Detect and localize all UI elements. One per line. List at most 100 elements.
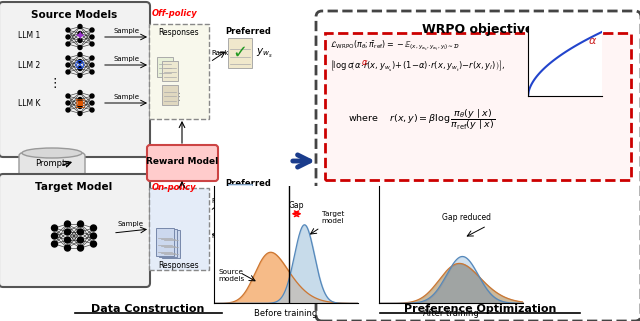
Circle shape (78, 46, 82, 49)
FancyBboxPatch shape (147, 145, 218, 181)
FancyBboxPatch shape (228, 184, 252, 214)
Text: Prompts: Prompts (35, 160, 69, 169)
Text: $\alpha$: $\alpha$ (361, 58, 369, 67)
Circle shape (90, 70, 94, 74)
Text: where $\quad r(x,y) = \beta\log\dfrac{\pi_\theta(y\mid x)}{\pi_\mathrm{ref}(y\mi: where $\quad r(x,y) = \beta\log\dfrac{\p… (348, 107, 495, 132)
Text: LLM K: LLM K (18, 99, 40, 108)
Text: ⊗: ⊗ (74, 58, 86, 72)
Circle shape (90, 108, 94, 112)
Text: Preferred: Preferred (225, 27, 271, 36)
Text: Preference Optimization: Preference Optimization (404, 304, 556, 314)
Circle shape (66, 28, 70, 32)
Circle shape (78, 24, 82, 29)
Circle shape (78, 105, 82, 108)
Text: ✗: ✗ (232, 239, 248, 257)
Circle shape (65, 245, 70, 251)
FancyBboxPatch shape (325, 33, 631, 180)
X-axis label: After training: After training (423, 309, 479, 318)
Text: ✓: ✓ (232, 44, 248, 62)
Circle shape (90, 63, 94, 67)
Text: $\mathcal{L}_\mathrm{WRPO}(\pi_\theta;\bar{\pi}_\mathrm{ref})=-\mathbb{E}_{(x,y_: $\mathcal{L}_\mathrm{WRPO}(\pi_\theta;\b… (330, 39, 460, 53)
FancyBboxPatch shape (156, 228, 174, 256)
Text: Sample: Sample (113, 56, 139, 62)
FancyBboxPatch shape (162, 61, 178, 81)
Circle shape (90, 233, 97, 239)
Circle shape (90, 241, 97, 247)
Text: Preferred: Preferred (225, 179, 271, 188)
Circle shape (77, 237, 83, 243)
Text: LLM 1: LLM 1 (18, 31, 40, 40)
Circle shape (78, 31, 82, 36)
Text: Rank: Rank (211, 50, 228, 56)
Circle shape (66, 108, 70, 112)
Text: $y_{w_s}$: $y_{w_s}$ (256, 47, 273, 59)
Text: ⋮: ⋮ (174, 92, 184, 102)
X-axis label: Before training: Before training (254, 309, 317, 318)
Text: ✦: ✦ (75, 30, 85, 44)
Text: Sample: Sample (113, 28, 139, 34)
Circle shape (78, 39, 82, 42)
Circle shape (66, 70, 70, 74)
Circle shape (77, 245, 83, 251)
Circle shape (90, 225, 97, 231)
Text: On-policy: On-policy (152, 184, 196, 193)
Circle shape (66, 42, 70, 46)
Text: Reward Model: Reward Model (146, 158, 218, 167)
Text: $\alpha$: $\alpha$ (588, 36, 597, 46)
Circle shape (78, 53, 82, 56)
FancyBboxPatch shape (228, 233, 252, 263)
Circle shape (90, 56, 94, 60)
Circle shape (66, 56, 70, 60)
Circle shape (51, 225, 58, 231)
FancyBboxPatch shape (316, 11, 640, 321)
FancyBboxPatch shape (149, 188, 209, 270)
Circle shape (90, 35, 94, 39)
Text: Responses: Responses (159, 28, 199, 37)
Circle shape (78, 66, 82, 71)
Text: ✓: ✓ (232, 190, 248, 208)
Text: $\left[\log\sigma\!\left(\alpha\!\cdot\! r(x,y_{w_s})\!+\!(1\!-\!\alpha)\!\cdot\: $\left[\log\sigma\!\left(\alpha\!\cdot\!… (330, 58, 505, 73)
Text: Rank: Rank (211, 233, 228, 239)
Text: Responses: Responses (159, 261, 199, 270)
Circle shape (78, 111, 82, 116)
FancyBboxPatch shape (19, 153, 85, 177)
Text: Gap: Gap (289, 201, 304, 210)
FancyBboxPatch shape (149, 24, 209, 119)
Text: ⋮: ⋮ (49, 77, 61, 91)
Text: Source Models: Source Models (31, 10, 117, 20)
Circle shape (66, 94, 70, 98)
Text: WRPO objective: WRPO objective (422, 23, 534, 36)
Text: Source
models: Source models (218, 269, 244, 282)
Circle shape (65, 237, 70, 243)
Circle shape (65, 229, 70, 235)
Circle shape (77, 221, 83, 227)
Text: Sample: Sample (118, 221, 144, 227)
Text: Target Model: Target Model (35, 182, 113, 192)
Circle shape (66, 35, 70, 39)
Text: Target
model: Target model (322, 211, 344, 224)
Circle shape (51, 241, 58, 247)
Circle shape (77, 229, 83, 235)
Circle shape (90, 101, 94, 105)
Circle shape (51, 233, 58, 239)
Circle shape (78, 91, 82, 94)
Circle shape (65, 221, 70, 227)
Text: Dispreferred: Dispreferred (218, 227, 278, 236)
Circle shape (66, 63, 70, 67)
Text: Sample: Sample (113, 94, 139, 100)
Text: Gap reduced: Gap reduced (442, 213, 492, 222)
FancyBboxPatch shape (0, 174, 150, 287)
FancyBboxPatch shape (228, 38, 252, 68)
Text: ▣: ▣ (75, 98, 85, 108)
FancyBboxPatch shape (162, 85, 178, 105)
Text: Rank: Rank (211, 198, 228, 204)
Circle shape (66, 101, 70, 105)
Circle shape (78, 59, 82, 64)
Circle shape (90, 28, 94, 32)
Circle shape (78, 74, 82, 77)
Text: Data Construction: Data Construction (92, 304, 205, 314)
Text: LLM 2: LLM 2 (18, 60, 40, 70)
FancyBboxPatch shape (0, 2, 150, 157)
FancyBboxPatch shape (162, 230, 180, 258)
Circle shape (90, 42, 94, 46)
